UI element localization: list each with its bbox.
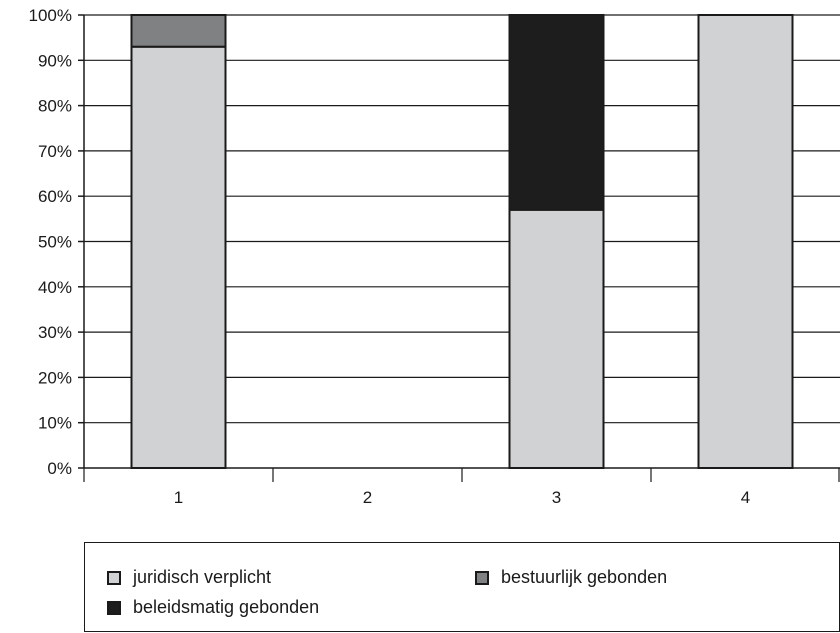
y-tick-label: 60% [38, 187, 72, 206]
y-tick-label: 30% [38, 323, 72, 342]
legend-item-beleidsmatig-gebonden: beleidsmatig gebonden [107, 597, 319, 618]
bar-segment-3-series-3 [508, 14, 605, 211]
legend-label: beleidsmatig gebonden [133, 597, 320, 617]
bar-segment-3-series-1 [508, 208, 605, 469]
stacked-bar-chart: 0% 10% 20% 30% 40% 50% 60% 70% 80% 90% 100% 1 2 3 4 [29, 6, 840, 507]
x-tick-labels: 1 2 3 4 [174, 488, 750, 507]
bar-segment-1-series-1 [130, 45, 227, 470]
legend-label: bestuurlijk gebonden [501, 567, 668, 587]
x-tick-label: 3 [552, 488, 561, 507]
y-tick-label: 0% [47, 459, 72, 478]
y-tick-label: 10% [38, 414, 72, 433]
legend-item-bestuurlijk-gebonden: bestuurlijk gebonden [475, 567, 667, 588]
y-tick-label: 100% [29, 6, 72, 25]
y-tick-label: 40% [38, 278, 72, 297]
legend-swatch-beleidsmatig-gebonden [107, 600, 121, 615]
bar-segment-1-series-2 [130, 14, 227, 48]
y-tick-label: 50% [38, 233, 72, 252]
bar-segment-4-series-1 [697, 14, 794, 469]
y-tick-label: 90% [38, 51, 72, 70]
x-tick-label: 2 [363, 488, 372, 507]
legend-swatch-bestuurlijk-gebonden [475, 570, 489, 585]
axes [78, 14, 840, 482]
y-tick-labels: 0% 10% 20% 30% 40% 50% 60% 70% 80% 90% 100% [29, 6, 72, 478]
legend: juridisch verplicht bestuurlijk gebonden… [84, 542, 840, 632]
x-tick-label: 1 [174, 488, 183, 507]
legend-swatch-juridisch-verplicht [107, 570, 121, 585]
x-tick-label: 4 [741, 488, 750, 507]
y-tick-label: 70% [38, 142, 72, 161]
y-tick-label: 20% [38, 368, 72, 387]
y-tick-label: 80% [38, 97, 72, 116]
legend-item-juridisch-verplicht: juridisch verplicht [107, 567, 271, 588]
legend-label: juridisch verplicht [133, 567, 272, 587]
